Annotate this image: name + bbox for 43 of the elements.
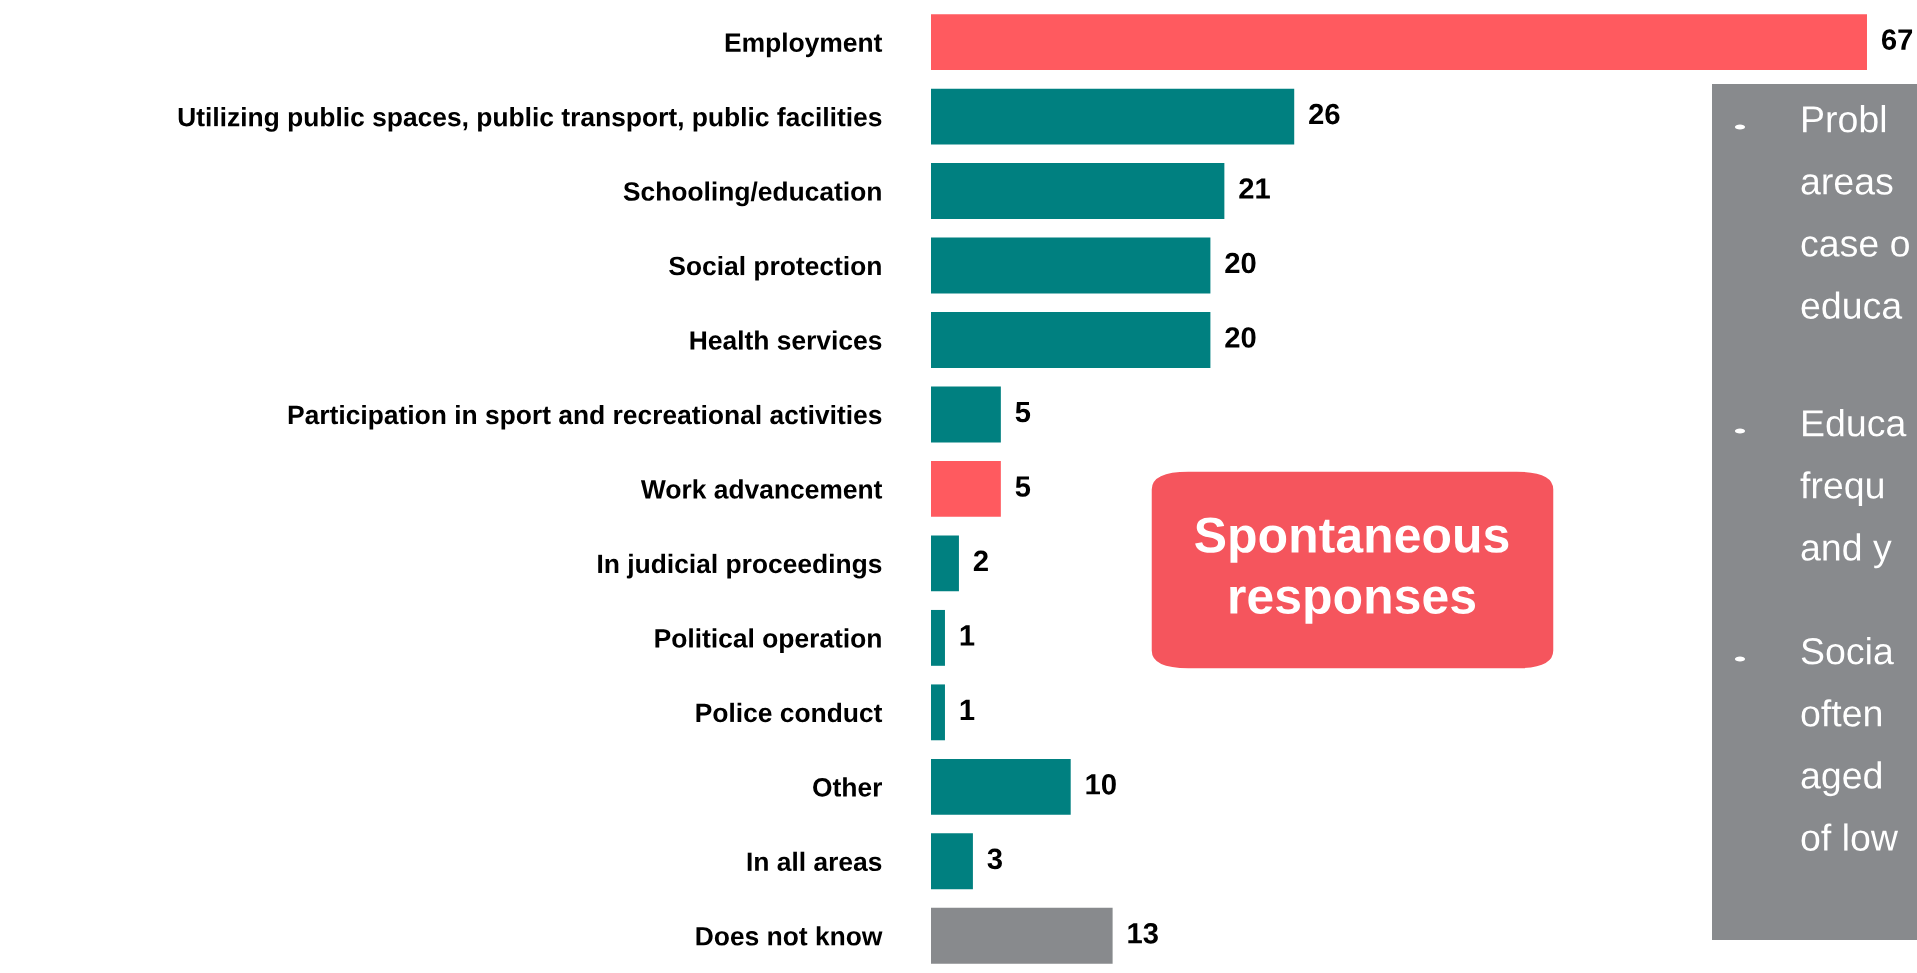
y-tick-label: In all areas: [747, 851, 882, 872]
y-tick-label: Employment: [725, 32, 883, 58]
y-tick-label: Police conduct: [696, 702, 883, 723]
y-tick-label: Social protection: [669, 255, 881, 281]
bar: [931, 386, 1001, 443]
bar: [931, 461, 1001, 517]
annotation: Educa frequ and y: [1800, 409, 1907, 569]
annotation: Probl areas case o educa: [1801, 105, 1909, 319]
data-label: 21: [1239, 178, 1270, 199]
bar: [931, 609, 945, 666]
y-tick-label: Utilizing public spaces, public transport, public facilities: [178, 107, 882, 132]
data-label: 26: [1309, 103, 1340, 125]
bar: [931, 237, 1211, 294]
y-tick-label: Participation in sport and recreational activities: [288, 404, 882, 430]
y-tick-label: Schooling/education: [623, 181, 881, 207]
bar: [931, 833, 973, 890]
bar: [931, 312, 1211, 368]
bar: [931, 14, 1867, 71]
data-label: 5: [1015, 476, 1031, 497]
bar: [931, 684, 945, 741]
bar: [931, 163, 1225, 219]
bar: [931, 907, 1113, 964]
y-tick-label: Political operation: [655, 628, 881, 653]
data-label: 67: [1881, 29, 1913, 50]
bar: [931, 758, 1071, 815]
bar: [931, 535, 959, 592]
data-label: 2: [973, 550, 988, 571]
y-tick-label: Does not know: [696, 926, 883, 946]
annotation: Socia often aged of low: [1801, 637, 1899, 851]
data-label: 1: [960, 699, 975, 720]
bar: [931, 88, 1295, 145]
data-label: 20: [1225, 252, 1256, 274]
y-tick-label: Health services: [690, 330, 882, 350]
data-label: 20: [1225, 327, 1256, 348]
data-label: 5: [1015, 401, 1031, 423]
y-tick-label: Other: [813, 777, 882, 797]
data-label: 13: [1128, 922, 1158, 944]
y-tick-label: In judicial proceedings: [598, 553, 882, 579]
annotation: Spontaneous responses: [1195, 517, 1509, 624]
data-label: 3: [987, 848, 1002, 870]
y-tick-label: Work advancement: [640, 479, 883, 499]
data-label: 1: [960, 625, 975, 646]
data-label: 10: [1086, 774, 1116, 795]
